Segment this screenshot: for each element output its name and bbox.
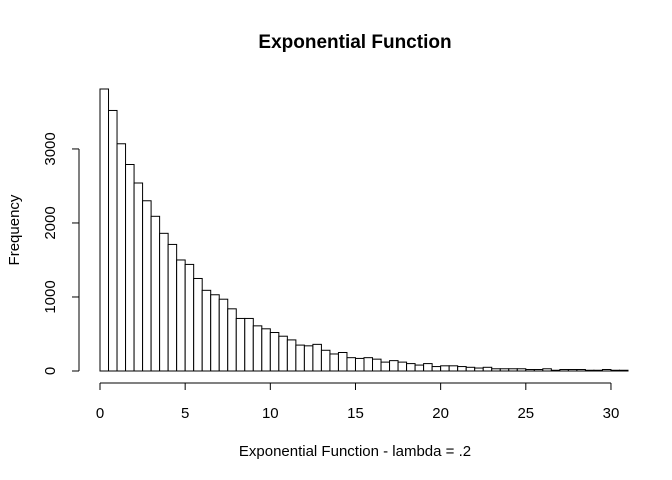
histogram-bar	[533, 369, 544, 372]
histogram-bar	[525, 369, 535, 372]
histogram-bar	[184, 263, 195, 372]
histogram-bar	[567, 369, 578, 372]
histogram-bar	[610, 369, 620, 372]
histogram-bar	[448, 365, 459, 372]
histogram-bar	[167, 243, 178, 372]
histogram-bar	[440, 365, 450, 372]
x-axis: 0 5 10 15 20 25 30	[96, 382, 620, 422]
histogram-bar	[482, 366, 493, 372]
histogram-bar	[337, 351, 348, 372]
histogram-bar	[423, 363, 433, 372]
histogram-bar	[593, 369, 603, 372]
y-tick-label: 0	[42, 367, 59, 375]
histogram-bar	[116, 143, 127, 372]
histogram-bar	[235, 317, 246, 372]
histogram-bar	[269, 332, 280, 372]
histogram-bar	[303, 345, 314, 372]
histogram-bars	[99, 88, 629, 372]
histogram-bar	[99, 88, 110, 372]
histogram-bar	[244, 317, 254, 372]
histogram-bar	[176, 259, 186, 372]
histogram-bar	[499, 368, 510, 372]
histogram-bar	[584, 369, 595, 372]
histogram-bar	[193, 277, 203, 372]
histogram-bar	[508, 368, 518, 372]
histogram-bar	[372, 358, 382, 372]
histogram-bar	[252, 325, 263, 372]
histogram-bar	[278, 335, 288, 372]
histogram-bar	[559, 369, 569, 372]
histogram-bar	[380, 361, 391, 372]
y-tick-label: 1000	[42, 280, 59, 313]
y-tick-label: 3000	[42, 132, 59, 165]
histogram-bar	[618, 369, 629, 372]
y-tick-label: 2000	[42, 206, 59, 239]
histogram-bar	[295, 344, 305, 372]
histogram-bar	[125, 163, 135, 372]
histogram-bar	[142, 200, 152, 372]
histogram-bar	[576, 369, 586, 372]
histogram-bar	[431, 366, 442, 372]
y-axis: 0 1000 2000 3000	[42, 132, 80, 375]
histogram-bar	[414, 364, 425, 372]
x-tick-label: 15	[347, 405, 364, 422]
histogram-bar	[218, 298, 229, 372]
histogram-bar	[389, 360, 399, 372]
histogram-bar	[542, 368, 552, 372]
x-tick-label: 20	[432, 405, 449, 422]
histogram-bar	[150, 215, 161, 372]
histogram-bar	[286, 339, 297, 372]
chart-title: Exponential Function	[258, 32, 451, 53]
y-axis-label: Frequency	[6, 194, 23, 265]
histogram-bar	[516, 368, 527, 372]
x-tick-label: 30	[603, 405, 620, 422]
histogram-bar	[465, 366, 476, 372]
histogram-bar	[354, 357, 365, 372]
histogram-bar	[201, 289, 212, 372]
histogram-bar	[474, 367, 484, 372]
x-tick-label: 0	[96, 405, 104, 422]
x-tick-label: 25	[517, 405, 534, 422]
histogram-bar	[133, 182, 144, 372]
histogram-bar	[227, 308, 237, 372]
x-tick-label: 5	[181, 405, 189, 422]
histogram-bar	[363, 357, 374, 372]
histogram-bar	[329, 353, 339, 372]
histogram-bar	[550, 369, 561, 372]
histogram-bar	[261, 328, 271, 372]
histogram-bar	[406, 363, 416, 372]
x-axis-label: Exponential Function - lambda = .2	[239, 443, 471, 460]
histogram-bar	[108, 109, 118, 372]
histogram-bar	[210, 294, 220, 372]
histogram-bar	[397, 361, 408, 372]
histogram-bar	[159, 232, 169, 372]
histogram-bar	[312, 343, 322, 372]
histogram-bar	[491, 368, 501, 372]
x-tick-label: 10	[262, 405, 279, 422]
histogram-bar	[320, 349, 331, 372]
histogram-bar	[457, 366, 467, 372]
histogram-bar	[601, 369, 612, 372]
histogram-bar	[346, 357, 356, 372]
